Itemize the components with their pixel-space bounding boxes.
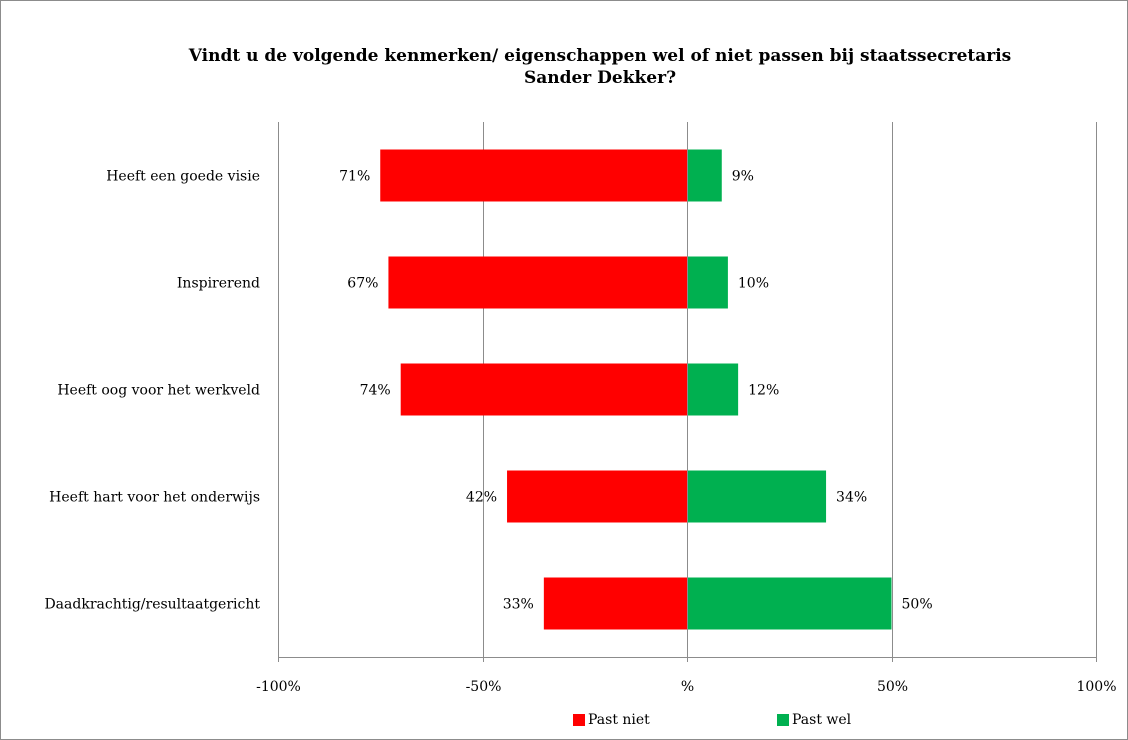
legend-item-past-wel: Past wel	[777, 712, 851, 728]
bar-past-wel-4	[687, 577, 892, 630]
category-label-4: Daadkrachtig/resultaatgericht	[44, 597, 260, 613]
bar-past-niet-4	[543, 577, 687, 630]
bar-past-wel-2	[687, 363, 739, 416]
bar-past-niet-1	[388, 256, 687, 309]
data-label-past-wel-3: 34%	[836, 490, 867, 506]
category-label-2: Heeft oog voor het werkveld	[57, 383, 260, 399]
bar-past-niet-3	[507, 470, 687, 523]
legend-label-past-niet: Past niet	[588, 712, 650, 728]
legend-label-past-wel: Past wel	[792, 712, 852, 728]
data-label-past-wel-2: 12%	[748, 383, 779, 399]
legend: Past niet Past wel	[0, 710, 1128, 734]
legend-swatch-past-niet	[573, 714, 585, 726]
x-tick-label-2: %	[681, 679, 694, 695]
data-label-past-wel-0: 9%	[732, 169, 754, 185]
bar-past-niet-0	[380, 149, 687, 202]
x-tick-label-0: -100%	[256, 679, 301, 695]
data-label-past-niet-3: 42%	[466, 490, 497, 506]
legend-swatch-past-wel	[777, 714, 789, 726]
x-tick-label-1: -50%	[466, 679, 502, 695]
data-label-past-niet-2: 74%	[360, 383, 391, 399]
bar-past-wel-1	[687, 256, 728, 309]
bar-past-niet-2	[400, 363, 687, 416]
legend-item-past-niet: Past niet	[573, 712, 650, 728]
data-label-past-niet-4: 33%	[503, 597, 534, 613]
data-label-past-wel-4: 50%	[902, 597, 933, 613]
category-label-0: Heeft een goede visie	[106, 169, 260, 185]
bar-past-wel-0	[687, 149, 722, 202]
x-tick-label-4: 100%	[1076, 679, 1116, 695]
category-label-3: Heeft hart voor het onderwijs	[49, 490, 260, 506]
data-label-past-niet-0: 71%	[339, 169, 370, 185]
data-label-past-wel-1: 10%	[738, 276, 769, 292]
x-tick-label-3: 50%	[877, 679, 908, 695]
bar-past-wel-3	[687, 470, 827, 523]
category-label-1: Inspirerend	[177, 276, 260, 292]
chart-title: Vindt u de volgende kenmerken/ eigenscha…	[188, 46, 1012, 88]
data-label-past-niet-1: 67%	[347, 276, 378, 292]
